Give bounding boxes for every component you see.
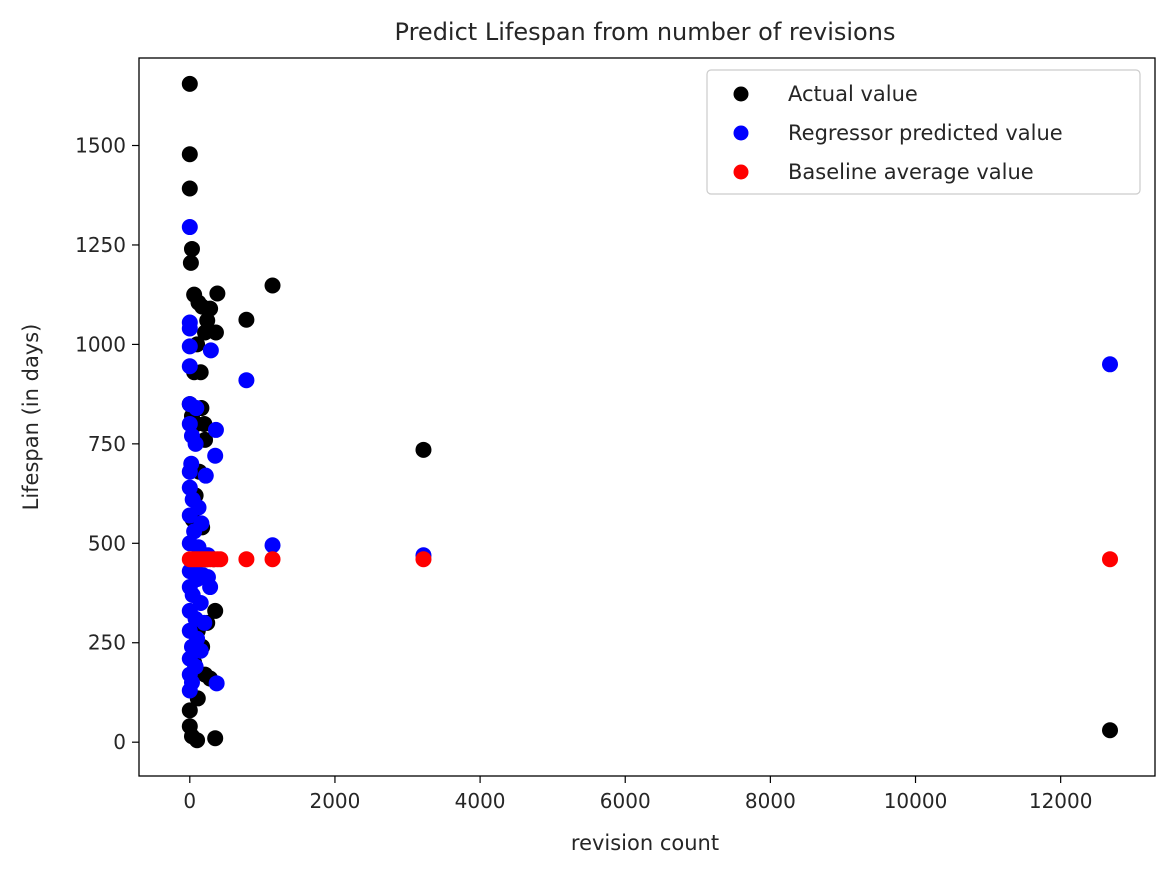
legend-marker-actual [733, 86, 749, 102]
x-tick-label: 10000 [884, 789, 948, 813]
actual-value-point [181, 180, 198, 197]
actual-value-point [181, 146, 198, 163]
actual-value-point [207, 730, 224, 747]
regressor-predicted-point [188, 400, 205, 417]
axes-frame [138, 57, 1156, 777]
baseline-average-point [238, 551, 255, 568]
actual-value-point [415, 441, 432, 458]
regressor-predicted-point [181, 682, 198, 699]
actual-value-point [238, 311, 255, 328]
regressor-predicted-point [181, 219, 198, 236]
actual-value-point [189, 732, 206, 749]
actual-value-point [209, 285, 226, 302]
regressor-predicted-point [181, 507, 198, 524]
regressor-predicted-point [208, 675, 225, 692]
data-points [181, 75, 1119, 749]
x-tick-label: 0 [183, 789, 196, 813]
y-axis-ticks: 0 250 500 750 1000 1250 1500 [75, 134, 139, 754]
actual-value-point [202, 300, 219, 317]
actual-value-point [182, 254, 199, 271]
regressor-predicted-point [181, 358, 198, 375]
y-tick-label: 1000 [75, 332, 126, 356]
x-axis-ticks: 0 2000 4000 6000 8000 10000 12000 [183, 776, 1092, 813]
y-tick-label: 1250 [75, 233, 126, 257]
x-tick-label: 4000 [455, 789, 506, 813]
regressor-predicted-point [197, 467, 214, 484]
regressor-predicted-point [196, 614, 213, 631]
regressor-predicted-point [187, 435, 204, 452]
x-tick-label: 6000 [600, 789, 651, 813]
actual-value-point [181, 702, 198, 719]
actual-value-point [183, 240, 200, 257]
y-axis-label: Lifespan (in days) [19, 324, 43, 511]
y-tick-label: 250 [88, 631, 126, 655]
x-tick-label: 2000 [309, 789, 360, 813]
regressor-predicted-point [1102, 356, 1119, 373]
legend-box [706, 69, 1141, 195]
legend-label-regressor: Regressor predicted value [788, 121, 1063, 145]
regressor-predicted-point [181, 320, 198, 337]
baseline-average-point [264, 551, 281, 568]
y-tick-label: 1500 [75, 134, 126, 158]
regressor-predicted-point [238, 372, 255, 389]
y-tick-label: 750 [88, 432, 126, 456]
legend-marker-regressor [733, 125, 749, 141]
x-axis-label: revision count [571, 831, 719, 855]
y-tick-label: 0 [113, 730, 126, 754]
y-tick-label: 500 [88, 531, 126, 555]
legend: Actual value Regressor predicted value B… [706, 69, 1141, 195]
actual-value-point [207, 602, 224, 619]
series-baseline-average [181, 551, 1119, 568]
actual-value-point [197, 324, 214, 341]
regressor-predicted-point [181, 338, 198, 355]
x-tick-label: 12000 [1029, 789, 1093, 813]
actual-value-point [264, 277, 281, 294]
actual-value-point [1102, 722, 1119, 739]
regressor-predicted-point [202, 579, 219, 596]
legend-label-baseline: Baseline average value [788, 160, 1034, 184]
regressor-predicted-point [207, 447, 224, 464]
regressor-predicted-point [181, 415, 198, 432]
baseline-average-point [1102, 551, 1119, 568]
actual-value-point [181, 75, 198, 92]
regressor-predicted-point [202, 342, 219, 359]
chart-title: Predict Lifespan from number of revision… [395, 18, 896, 46]
baseline-average-point [212, 551, 229, 568]
regressor-predicted-point [181, 479, 198, 496]
baseline-average-point [415, 551, 432, 568]
actual-value-point [199, 312, 216, 329]
regressor-predicted-point [264, 537, 281, 554]
plot-area [138, 57, 1156, 777]
x-tick-label: 8000 [745, 789, 796, 813]
legend-label-actual: Actual value [788, 82, 918, 106]
legend-marker-baseline [733, 164, 749, 180]
regressor-predicted-point [207, 421, 224, 438]
regressor-predicted-point [181, 463, 198, 480]
